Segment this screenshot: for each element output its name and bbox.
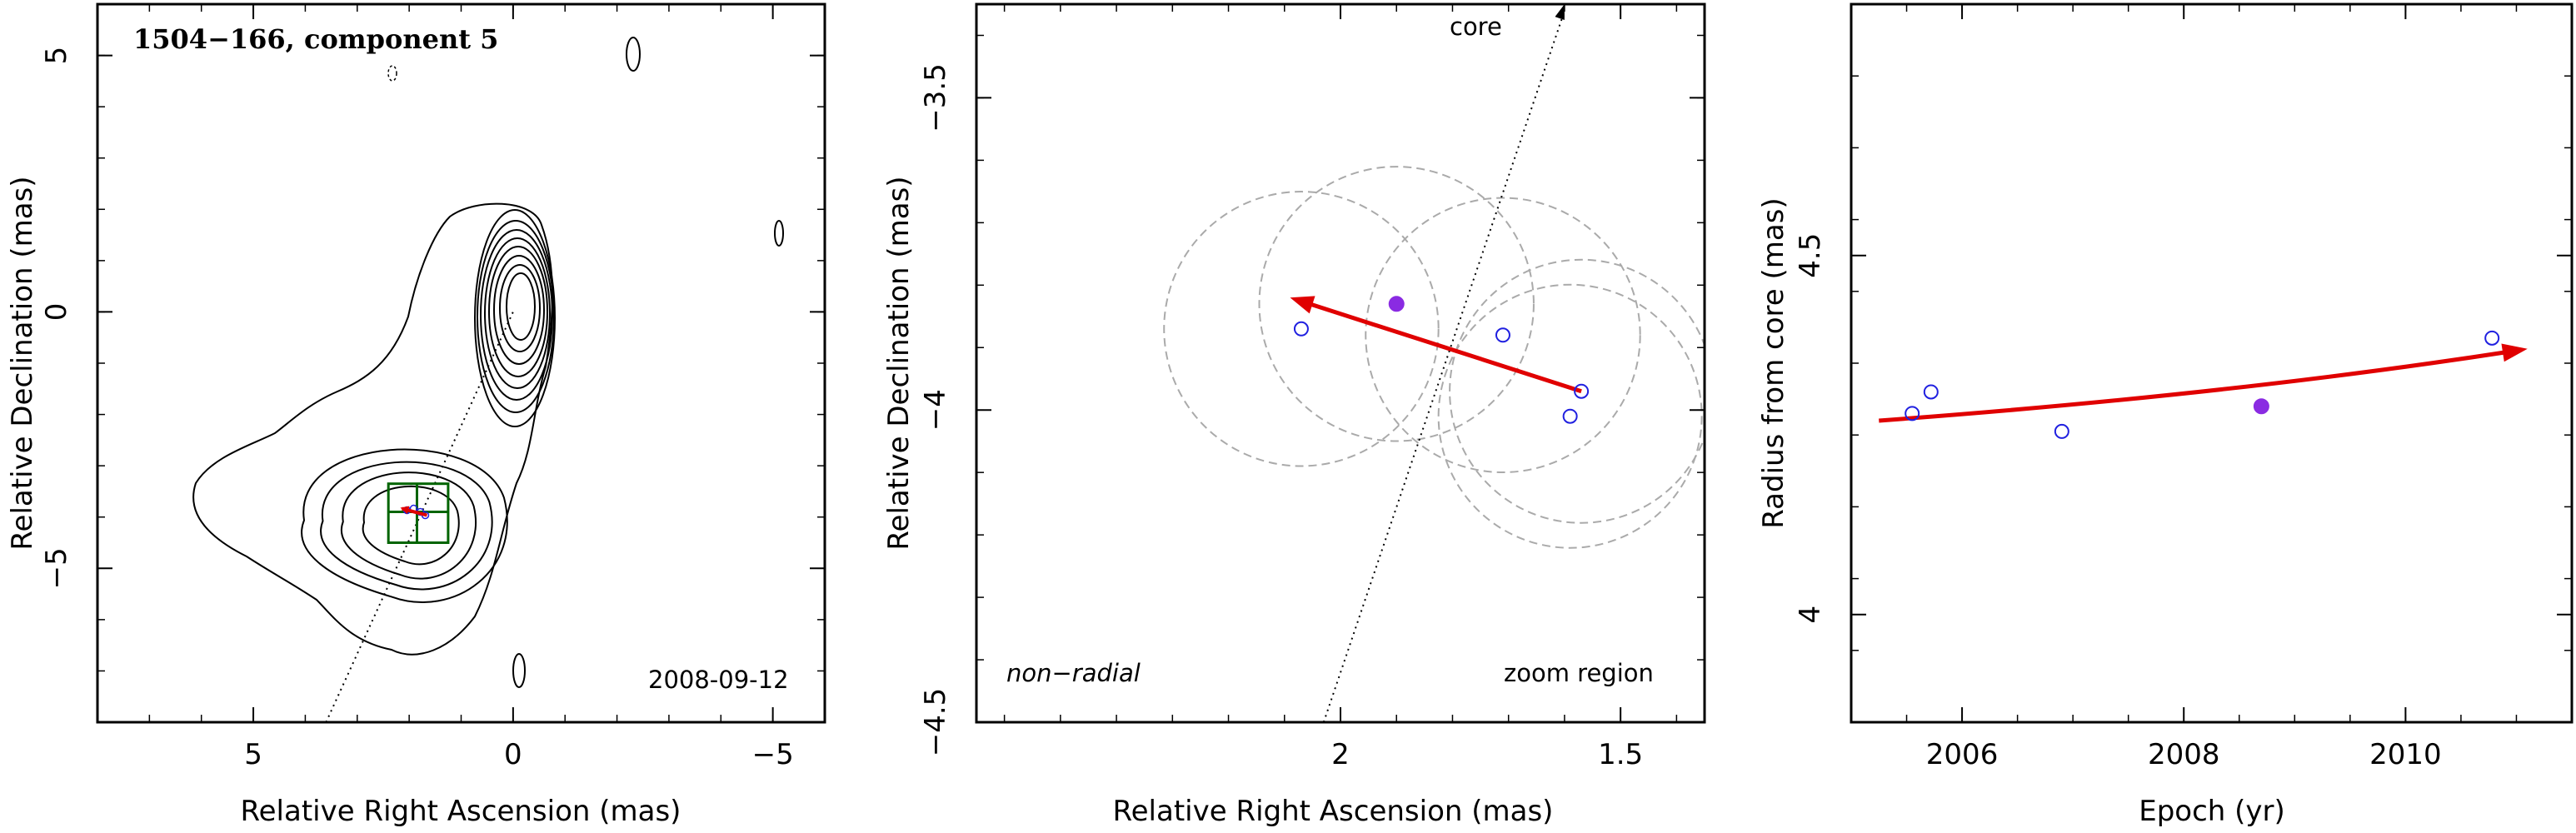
- panel-3-plot-area: [1879, 330, 2528, 439]
- p1-ytick-label: −5: [40, 547, 73, 589]
- panel-2-ylabel: Relative Declination (mas): [882, 176, 916, 550]
- panel-1-contour-map: 5 0 −5 5 0 −5 1504−166, component 5 2008-09-1…: [6, 2, 826, 828]
- beam-circle: [1258, 166, 1535, 442]
- p2-xtick-label: 2: [1331, 738, 1350, 771]
- epoch-point: [1905, 406, 1920, 421]
- beam-circle: [1163, 191, 1440, 467]
- panel-3-ylabel: Radius from core (mas): [1757, 197, 1790, 528]
- p1-xtick-label: 5: [244, 738, 262, 771]
- p1-ytick-label: 0: [40, 303, 73, 322]
- p3-xtick-label: 2006: [1926, 738, 1999, 771]
- p2-ytick-label: −4.5: [919, 688, 952, 757]
- zoom-region-label: zoom region: [1504, 659, 1654, 687]
- beam-circle: [1365, 197, 1641, 473]
- core-label: core: [1450, 12, 1502, 41]
- contour-core: [484, 237, 551, 389]
- contour-lines: [192, 37, 784, 688]
- epoch-point: [2484, 330, 2500, 346]
- panel-1-title: 1504−166, component 5: [133, 23, 498, 55]
- core-direction-line: [1322, 10, 1565, 722]
- contour-knot-4: [362, 485, 460, 566]
- epoch-point: [1562, 408, 1578, 424]
- contour-core: [480, 229, 553, 401]
- panel-1-date: 2008-09-12: [648, 666, 789, 694]
- contour-core: [506, 272, 536, 341]
- p2-ytick-label: −4: [919, 389, 952, 431]
- panel-2-xlabel: Relative Right Ascension (mas): [1113, 795, 1554, 828]
- beam-circle: [1449, 258, 1705, 524]
- panel-3-radius-vs-epoch: 2006 2008 2010 4 4.5 Epoch (yr) Radius from …: [1757, 2, 2574, 828]
- contour-blob: [626, 37, 641, 72]
- p3-xtick-label: 2010: [2369, 738, 2442, 771]
- panel-2-plot-area: [1163, 4, 1705, 722]
- zoom-box: [387, 482, 450, 545]
- panel-3-frame: [1850, 2, 2574, 724]
- p2-xtick-label: 1.5: [1598, 738, 1643, 771]
- reference-epoch-point: [1388, 296, 1405, 312]
- motion-fit-curve: [1879, 350, 2507, 423]
- contour-knot-2: [320, 461, 493, 591]
- panel-1-ticks: 5 0 −5 5 0 −5: [40, 3, 826, 771]
- contour-core: [499, 264, 541, 352]
- contour-knot-1: [301, 448, 508, 603]
- epoch-point: [1293, 321, 1309, 337]
- motion-vector-head: [1290, 296, 1315, 314]
- p3-ytick-label: 4: [1794, 606, 1827, 624]
- p1-ytick-label: 5: [40, 47, 73, 65]
- p1-xtick-label: 0: [504, 738, 522, 771]
- contour-blob: [512, 653, 526, 688]
- epoch-point: [1923, 384, 1939, 400]
- contour-core: [477, 220, 555, 413]
- p3-xtick-label: 2008: [2148, 738, 2220, 771]
- reference-epoch-point: [2253, 398, 2269, 415]
- panel-3-xlabel: Epoch (yr): [2139, 795, 2285, 828]
- panel-1-frame: [96, 2, 826, 724]
- motion-fit-head: [2501, 343, 2528, 362]
- contour-negative: [387, 65, 397, 82]
- contour-blob: [774, 220, 784, 247]
- panel-3-ticks: 2006 2008 2010 4 4.5: [1794, 3, 2573, 771]
- epoch-point: [2054, 423, 2069, 439]
- panel-2-ticks: 2 1.5 −3.5 −4 −4.5: [919, 4, 1705, 771]
- core-arrow-head: [1555, 4, 1565, 20]
- p3-ytick-label: 4.5: [1794, 233, 1827, 278]
- panel-1-xlabel: Relative Right Ascension (mas): [241, 795, 681, 828]
- clipped-area: [1163, 10, 1705, 722]
- panel-2-zoom-region: 2 1.5 −3.5 −4 −4.5 core non−radial zoom regi…: [882, 2, 1706, 828]
- contour-outer: [192, 202, 553, 656]
- epoch-point: [1574, 383, 1590, 399]
- motion-vector: [1305, 301, 1582, 394]
- p1-xtick-label: −5: [752, 738, 794, 771]
- contour-core: [488, 246, 548, 377]
- epoch-point: [1495, 327, 1510, 343]
- panel-1-ylabel: Relative Declination (mas): [6, 176, 39, 550]
- component-vector-head: [400, 506, 410, 515]
- panel-2-frame: [975, 2, 1706, 724]
- p2-ytick-label: −3.5: [919, 63, 952, 132]
- panel-1-overlays: [325, 312, 514, 723]
- contour-core: [474, 209, 556, 427]
- contour-knot-3: [341, 471, 477, 580]
- contour-core: [493, 255, 545, 365]
- non-radial-label: non−radial: [1006, 659, 1141, 687]
- beam-circle: [1437, 283, 1703, 549]
